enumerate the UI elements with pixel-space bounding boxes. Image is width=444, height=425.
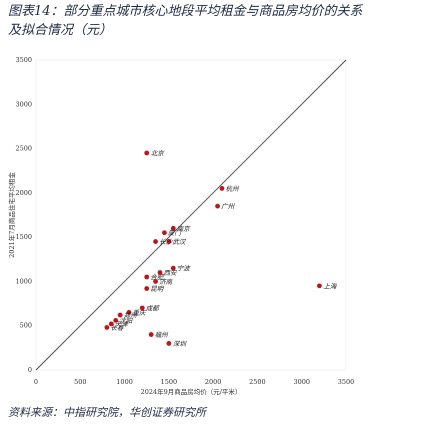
data-point xyxy=(215,203,220,209)
data-point xyxy=(126,310,132,315)
data-point-label: 成都 xyxy=(146,305,161,313)
data-point xyxy=(170,225,176,231)
x-tick-label: 1500 xyxy=(161,378,178,386)
data-point xyxy=(166,341,172,346)
data-point-label: 合肥 xyxy=(150,274,165,282)
y-tick-label: 2000 xyxy=(15,189,32,197)
data-point xyxy=(166,239,172,244)
data-point-label: 长春 xyxy=(110,324,125,332)
data-point xyxy=(162,230,167,236)
y-axis-label: 2021年7月商品住宅平均租金 xyxy=(7,172,16,258)
data-point-label: 郑州 xyxy=(124,312,138,320)
fit-line xyxy=(35,59,347,371)
figure-title: 图表14：部分重点城市核心地段平均租金与商品房均价的关系 及拟合情况（元） xyxy=(8,2,438,40)
y-tick-label: 3500 xyxy=(15,56,32,64)
y-tick-label: 2500 xyxy=(15,145,32,153)
data-point xyxy=(153,279,158,284)
data-point-label: 宁波 xyxy=(177,265,192,273)
data-point xyxy=(108,321,114,327)
data-point xyxy=(113,318,119,323)
data-point xyxy=(170,265,176,271)
data-point-label: 南京 xyxy=(177,225,192,233)
x-tick-label: 500 xyxy=(74,378,86,386)
data-point xyxy=(153,239,158,244)
data-point-label: 厦门 xyxy=(168,229,183,237)
data-point-label: 深圳 xyxy=(173,340,188,348)
y-tick-label: 1500 xyxy=(15,233,32,241)
data-point-label: 长沙 xyxy=(159,238,173,246)
data-point-label: 沈阳 xyxy=(119,317,134,325)
y-tick-label: 1000 xyxy=(15,277,32,285)
data-point xyxy=(144,150,150,156)
data-point xyxy=(104,325,110,330)
data-point-label: 西安 xyxy=(164,269,179,277)
x-tick-label: 2500 xyxy=(249,378,266,386)
data-point-label: 昆明 xyxy=(150,285,165,293)
data-point-label: 重庆 xyxy=(133,309,148,317)
figure-source: 资料来源：中指研究院，华创证券研究所 xyxy=(8,406,206,419)
y-tick-label: 0 xyxy=(28,366,32,374)
x-tick-label: 0 xyxy=(34,378,38,386)
data-point-label: 上海 xyxy=(323,282,338,290)
data-point-label: 福州 xyxy=(155,331,170,339)
data-point xyxy=(148,332,154,337)
y-tick-label: 3000 xyxy=(15,100,32,108)
data-point xyxy=(219,186,225,191)
data-point-label: 杭州 xyxy=(226,185,241,193)
data-point-label: 北京 xyxy=(151,150,166,158)
figure-title-line2: 及拟合情况（元） xyxy=(8,23,113,38)
x-tick-label: 3000 xyxy=(293,378,310,386)
x-tick-label: 3500 xyxy=(338,378,355,386)
data-point xyxy=(157,270,163,275)
y-tick-label: 500 xyxy=(20,322,32,330)
data-point xyxy=(117,312,123,318)
plot-frame xyxy=(35,59,347,371)
data-point-label: 广州 xyxy=(221,203,236,211)
data-point-label: 武汉 xyxy=(172,238,187,246)
data-point-label: 济南 xyxy=(159,278,174,286)
data-point xyxy=(144,274,150,280)
data-point xyxy=(139,305,145,311)
x-axis-label: 2024年9月商品房均价（元/平米） xyxy=(141,387,242,396)
data-point-label: 天津 xyxy=(115,320,129,328)
data-point xyxy=(317,283,322,289)
figure-title-line1: 图表14：部分重点城市核心地段平均租金与商品房均价的关系 xyxy=(8,4,363,19)
x-tick-label: 2000 xyxy=(205,378,222,386)
x-tick-label: 1000 xyxy=(116,378,133,386)
data-point xyxy=(144,286,150,291)
